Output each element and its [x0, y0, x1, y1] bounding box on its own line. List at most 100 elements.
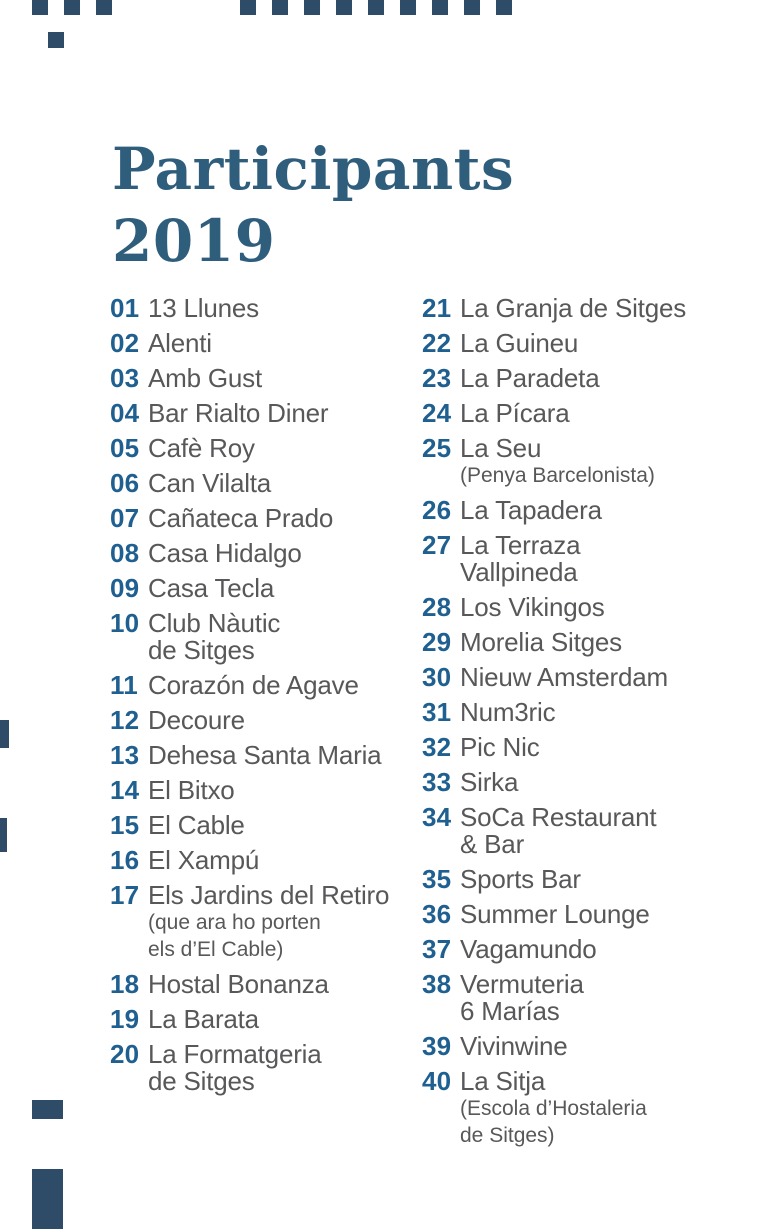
- item-name-line: Hostal Bonanza: [148, 969, 329, 999]
- item-number: 03: [110, 363, 140, 393]
- list-item: 08 Casa Hidalgo: [110, 540, 422, 567]
- item-name: SoCa Restaurant & Bar: [460, 804, 764, 858]
- list-item: 30 Nieuw Amsterdam: [422, 664, 764, 691]
- edge-artifact-square: [400, 0, 416, 15]
- edge-artifact-square: [496, 0, 512, 15]
- item-name: Summer Lounge: [460, 901, 764, 928]
- item-number: 38: [422, 969, 452, 999]
- item-name-line: Decoure: [148, 705, 245, 735]
- list-item: 33 Sirka: [422, 769, 764, 796]
- item-name-line: El Cable: [148, 810, 245, 840]
- edge-artifact-square: [32, 1100, 63, 1119]
- item-number: 33: [422, 767, 452, 797]
- edge-artifact-square: [96, 0, 112, 15]
- item-number: 15: [110, 810, 140, 840]
- item-number: 21: [422, 293, 452, 323]
- item-number: 22: [422, 328, 452, 358]
- item-name-line: 13 Llunes: [148, 293, 259, 323]
- list-item: 21 La Granja de Sitges: [422, 295, 764, 322]
- item-name: El Bitxo: [148, 777, 422, 804]
- item-name-note-line: (Penya Barcelonista): [460, 464, 655, 487]
- list-item: 03 Amb Gust: [110, 365, 422, 392]
- list-item: 23 La Paradeta: [422, 365, 764, 392]
- participants-column-right: 21 La Granja de Sitges 22 La Guineu 23 L…: [422, 295, 764, 1157]
- item-name: Morelia Sitges: [460, 629, 764, 656]
- item-name: Els Jardins del Retiro (que ara ho porten…: [148, 882, 422, 963]
- item-number: 02: [110, 328, 140, 358]
- item-name-line: El Xampú: [148, 845, 260, 875]
- item-name-line: La Pícara: [460, 398, 570, 428]
- item-name: La Granja de Sitges: [460, 295, 764, 322]
- item-name-line: de Sitges: [148, 1066, 255, 1096]
- list-item: 35 Sports Bar: [422, 866, 764, 893]
- item-name: Los Vikingos: [460, 594, 764, 621]
- item-number: 23: [422, 363, 452, 393]
- list-item: 10 Club Nàutic de Sitges: [110, 610, 422, 664]
- item-name-line: Dehesa Santa Maria: [148, 740, 382, 770]
- item-name-line: Cañateca Prado: [148, 503, 334, 533]
- item-number: 07: [110, 503, 140, 533]
- item-name-line: La Seu: [460, 433, 542, 463]
- item-name: Club Nàutic de Sitges: [148, 610, 422, 664]
- item-number: 34: [422, 802, 452, 832]
- list-item: 15 El Cable: [110, 812, 422, 839]
- item-name: Pic Nic: [460, 734, 764, 761]
- item-name-line: Nieuw Amsterdam: [460, 662, 668, 692]
- item-number: 19: [110, 1004, 140, 1034]
- item-number: 27: [422, 530, 452, 560]
- edge-artifact-square: [32, 0, 48, 15]
- item-number: 24: [422, 398, 452, 428]
- item-number: 36: [422, 899, 452, 929]
- item-number: 29: [422, 627, 452, 657]
- item-name-line: Cafè Roy: [148, 433, 255, 463]
- item-number: 05: [110, 433, 140, 463]
- list-item: 13 Dehesa Santa Maria: [110, 742, 422, 769]
- item-name: Num3ric: [460, 699, 764, 726]
- item-name-line: La Sitja: [460, 1066, 546, 1096]
- list-item: 16 El Xampú: [110, 847, 422, 874]
- item-name: Hostal Bonanza: [148, 971, 422, 998]
- item-name-line: La Granja de Sitges: [460, 293, 687, 323]
- list-item: 01 13 Llunes: [110, 295, 422, 322]
- item-name-line: La Barata: [148, 1004, 259, 1034]
- item-number: 12: [110, 705, 140, 735]
- list-item: 27 La Terraza Vallpineda: [422, 532, 764, 586]
- item-name-line: & Bar: [460, 829, 525, 859]
- item-number: 11: [110, 670, 138, 700]
- item-name-note-line: de Sitges): [460, 1124, 555, 1147]
- item-name-line: La Guineu: [460, 328, 579, 358]
- list-item: 25 La Seu (Penya Barcelonista): [422, 435, 764, 489]
- item-name: Sirka: [460, 769, 764, 796]
- list-item: 05 Cafè Roy: [110, 435, 422, 462]
- participants-column-left: 01 13 Llunes 02 Alenti 03 Amb Gust 04 Ba…: [110, 295, 422, 1103]
- list-item: 20 La Formatgeria de Sitges: [110, 1041, 422, 1095]
- item-name: Vagamundo: [460, 936, 764, 963]
- item-number: 26: [422, 495, 452, 525]
- list-item: 09 Casa Tecla: [110, 575, 422, 602]
- item-number: 13: [110, 740, 140, 770]
- list-item: 39 Vivinwine: [422, 1033, 764, 1060]
- item-name-line: Amb Gust: [148, 363, 262, 393]
- item-name-line: Morelia Sitges: [460, 627, 622, 657]
- list-item: 29 Morelia Sitges: [422, 629, 764, 656]
- item-name-line: Num3ric: [460, 697, 556, 727]
- item-name: Alenti: [148, 330, 422, 357]
- item-name: Sports Bar: [460, 866, 764, 893]
- item-name-line: Vallpineda: [460, 557, 578, 587]
- item-name: Vermuteria 6 Marías: [460, 971, 764, 1025]
- item-number: 39: [422, 1031, 452, 1061]
- item-name-line: El Bitxo: [148, 775, 235, 805]
- item-name: 13 Llunes: [148, 295, 422, 322]
- item-name: La Paradeta: [460, 365, 764, 392]
- list-item: 18 Hostal Bonanza: [110, 971, 422, 998]
- list-item: 04 Bar Rialto Diner: [110, 400, 422, 427]
- item-name: Cañateca Prado: [148, 505, 422, 532]
- page-title: Participants 2019: [112, 133, 514, 277]
- item-name: Casa Hidalgo: [148, 540, 422, 567]
- item-name-line: La Formatgeria: [148, 1039, 322, 1069]
- list-item: 40 La Sitja (Escola d’Hostaleria de Sitges…: [422, 1068, 764, 1149]
- item-number: 17: [110, 880, 140, 910]
- item-number: 31: [422, 697, 452, 727]
- item-name-line: Casa Hidalgo: [148, 538, 302, 568]
- edge-artifact-square: [0, 818, 7, 852]
